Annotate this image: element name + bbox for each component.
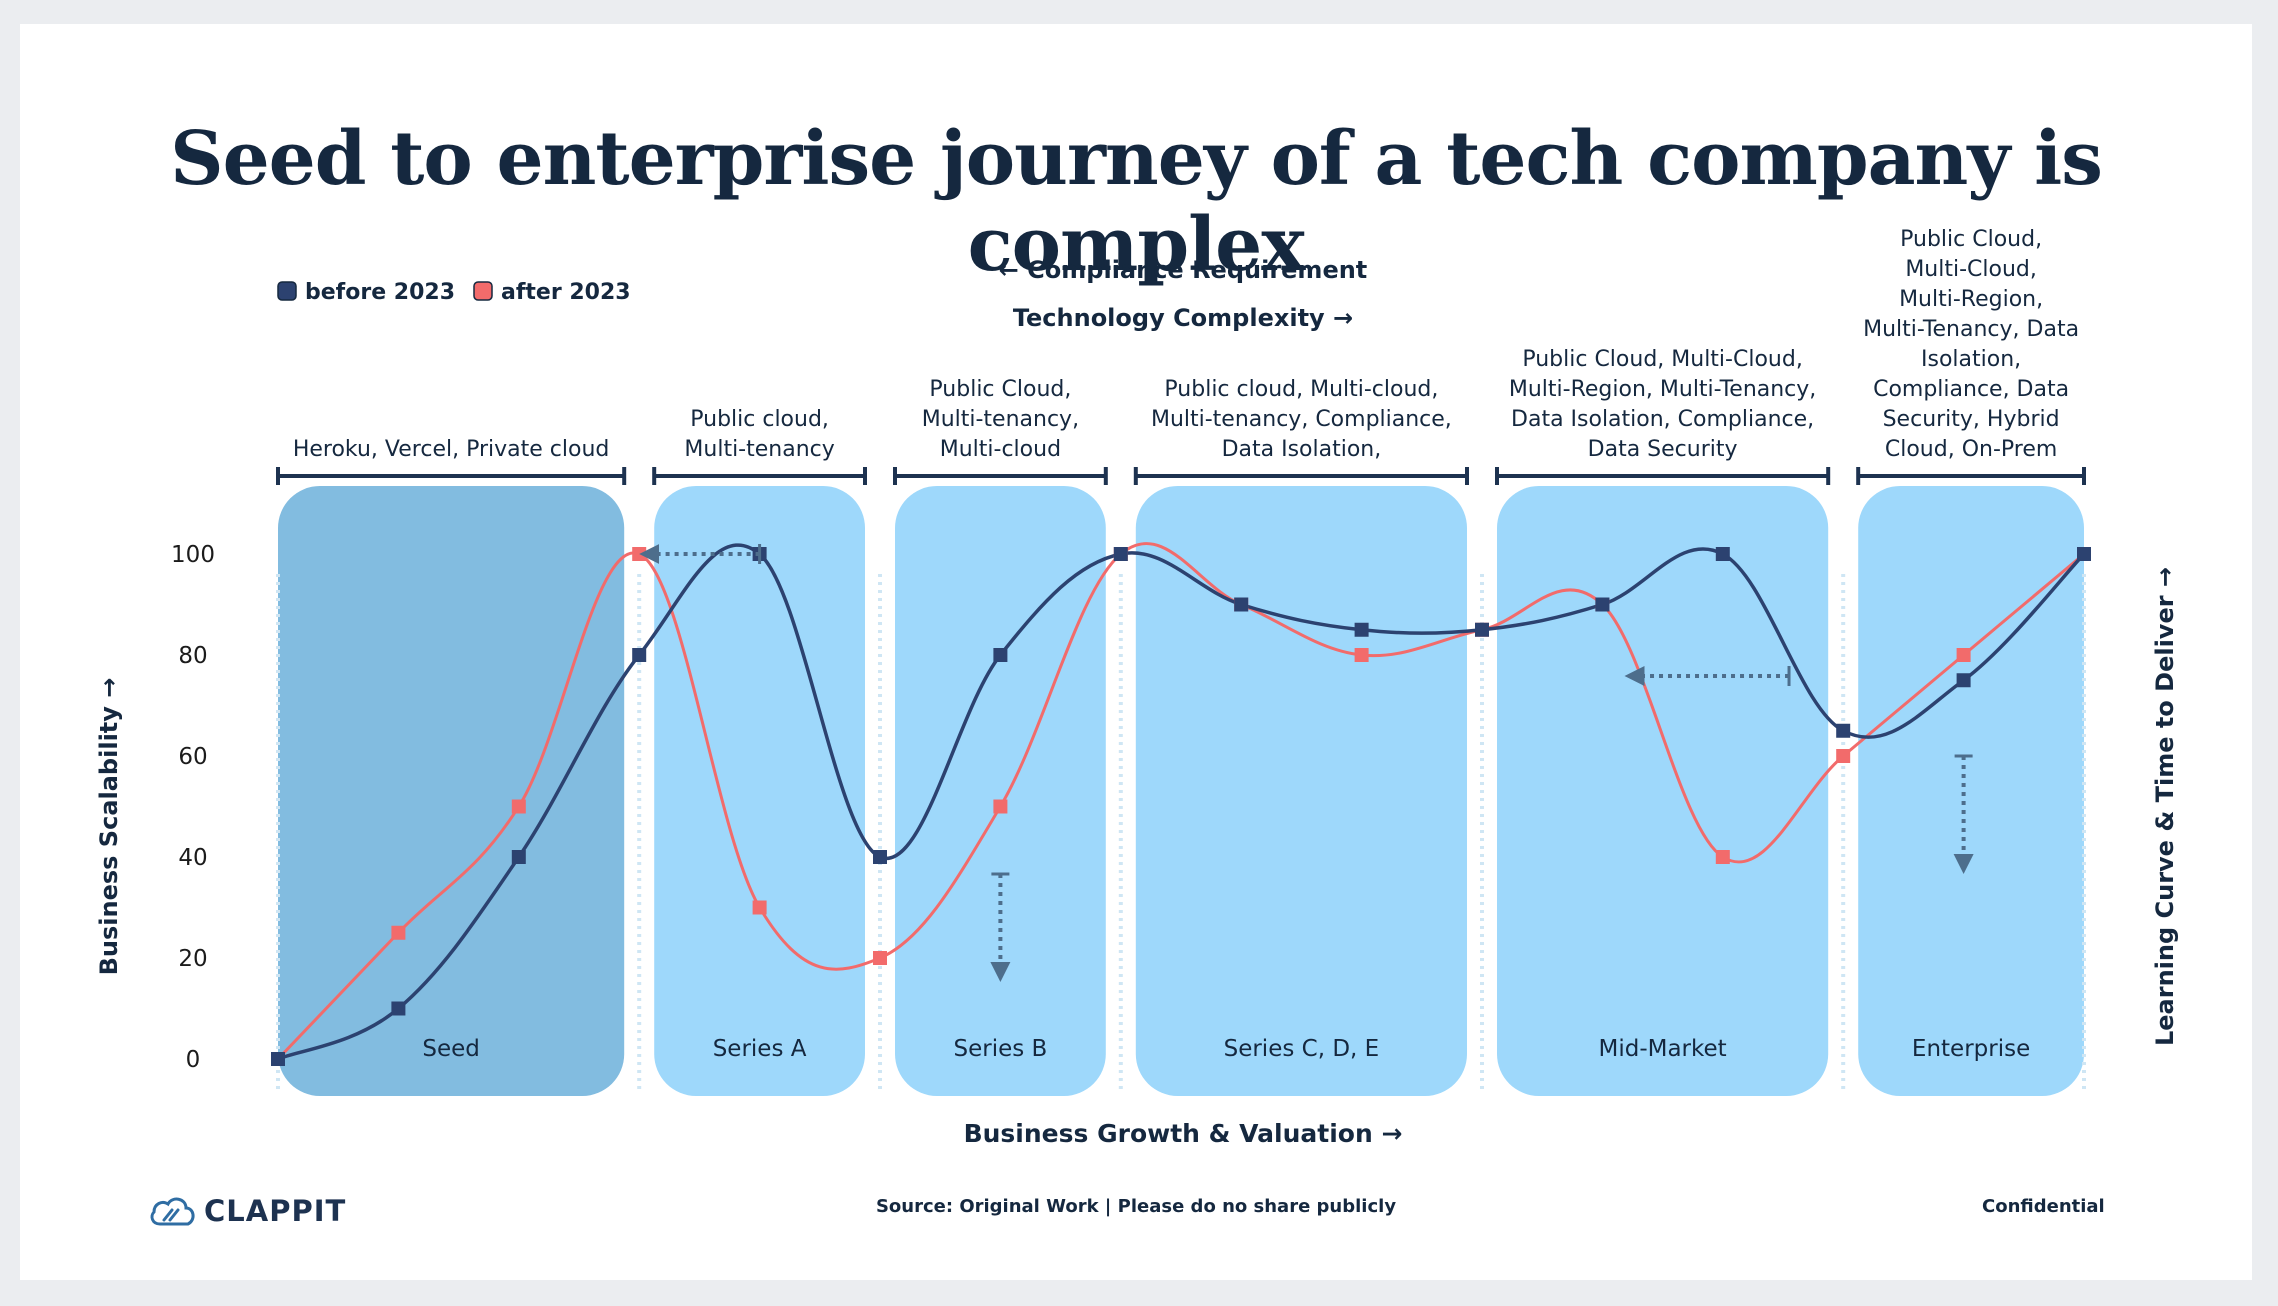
data-point (511, 850, 526, 864)
complexity-label: Technology Complexity → (1013, 304, 1353, 332)
data-point (993, 648, 1008, 662)
stage-panel (1858, 486, 2084, 1096)
y-tick-label: 100 (171, 542, 215, 568)
data-point (1354, 622, 1369, 637)
stage-label: Series A (713, 1036, 807, 1062)
cloud-logo-icon (150, 1197, 195, 1226)
y-tick-label: 40 (178, 845, 207, 871)
stage-tech-label: Public Cloud, Multi-Cloud, Multi-Region, … (1509, 347, 1816, 462)
stage-tech-label: Public Cloud, Multi-Cloud, Multi-Region, Mu… (1863, 227, 2079, 462)
data-point (993, 799, 1008, 814)
y-tick-label: 0 (186, 1047, 201, 1073)
source-note: Source: Original Work | Please do no sha… (875, 1196, 1397, 1217)
y-tick-label: 60 (178, 744, 207, 770)
data-point (1956, 673, 1971, 688)
data-point (632, 547, 647, 561)
data-point (1836, 749, 1851, 763)
stage-label: Series C, D, E (1224, 1036, 1380, 1062)
stage-label: Mid-Market (1598, 1036, 1726, 1062)
data-point (1836, 723, 1851, 738)
data-point (391, 1001, 406, 1016)
stage-tech-label: Public cloud, Multi-cloud, Multi-tenancy,… (1151, 377, 1452, 462)
legend-swatch (277, 281, 297, 301)
y-axis-label: Business Scalability → (95, 678, 123, 976)
brand-name: CLAPPIT (204, 1194, 347, 1228)
confidential-label: Confidential (1982, 1196, 2105, 1217)
data-point (1715, 547, 1730, 561)
stage-panel (1497, 486, 1829, 1096)
stage-label: Enterprise (1912, 1036, 2030, 1062)
data-point (632, 648, 647, 662)
data-point (1595, 597, 1610, 612)
data-point (1354, 648, 1369, 662)
data-point (873, 951, 887, 965)
data-point (873, 850, 887, 864)
stage-label: Seed (422, 1036, 480, 1062)
stage-panel (895, 486, 1106, 1096)
y-tick-label: 20 (178, 946, 207, 972)
data-point (271, 1052, 285, 1066)
legend-swatch (473, 281, 493, 301)
data-point (1234, 597, 1249, 612)
stage-label: Series B (953, 1036, 1047, 1062)
data-point (1113, 547, 1128, 561)
stage-tech-label: Heroku, Vercel, Private cloud (293, 437, 610, 462)
stage-panel (654, 486, 865, 1096)
page-title: Seed to enterprise journey of a tech com… (170, 116, 2103, 288)
data-point (1475, 622, 1489, 637)
stage-panel (1135, 486, 1467, 1096)
stage-tech-label: Public Cloud, Multi-tenancy, Multi-cloud (922, 377, 1079, 462)
data-point (2077, 547, 2091, 561)
legend-label: before 2023 (305, 280, 455, 305)
data-point (1956, 648, 1971, 662)
data-point (511, 799, 526, 814)
y-axis-label-right: Learning Curve & Time to Deliver → (2151, 567, 2179, 1046)
chart: Seed Heroku, Vercel, Private cloud Series … (95, 227, 2179, 1148)
data-point (391, 925, 406, 940)
data-point (752, 900, 767, 915)
legend-label: after 2023 (501, 280, 631, 305)
data-point (1715, 850, 1730, 864)
x-axis-label: Business Growth & Valuation → (964, 1119, 1403, 1148)
stage-tech-label: Public cloud, Multi-tenancy (684, 407, 834, 462)
slide-card: Seed to enterprise journey of a tech com… (20, 24, 2252, 1280)
stage-panel (278, 486, 625, 1096)
brand-logo: CLAPPIT (148, 1194, 346, 1228)
y-tick-label: 80 (178, 643, 207, 669)
compliance-label: ← Compliance Requirement (999, 256, 1368, 284)
